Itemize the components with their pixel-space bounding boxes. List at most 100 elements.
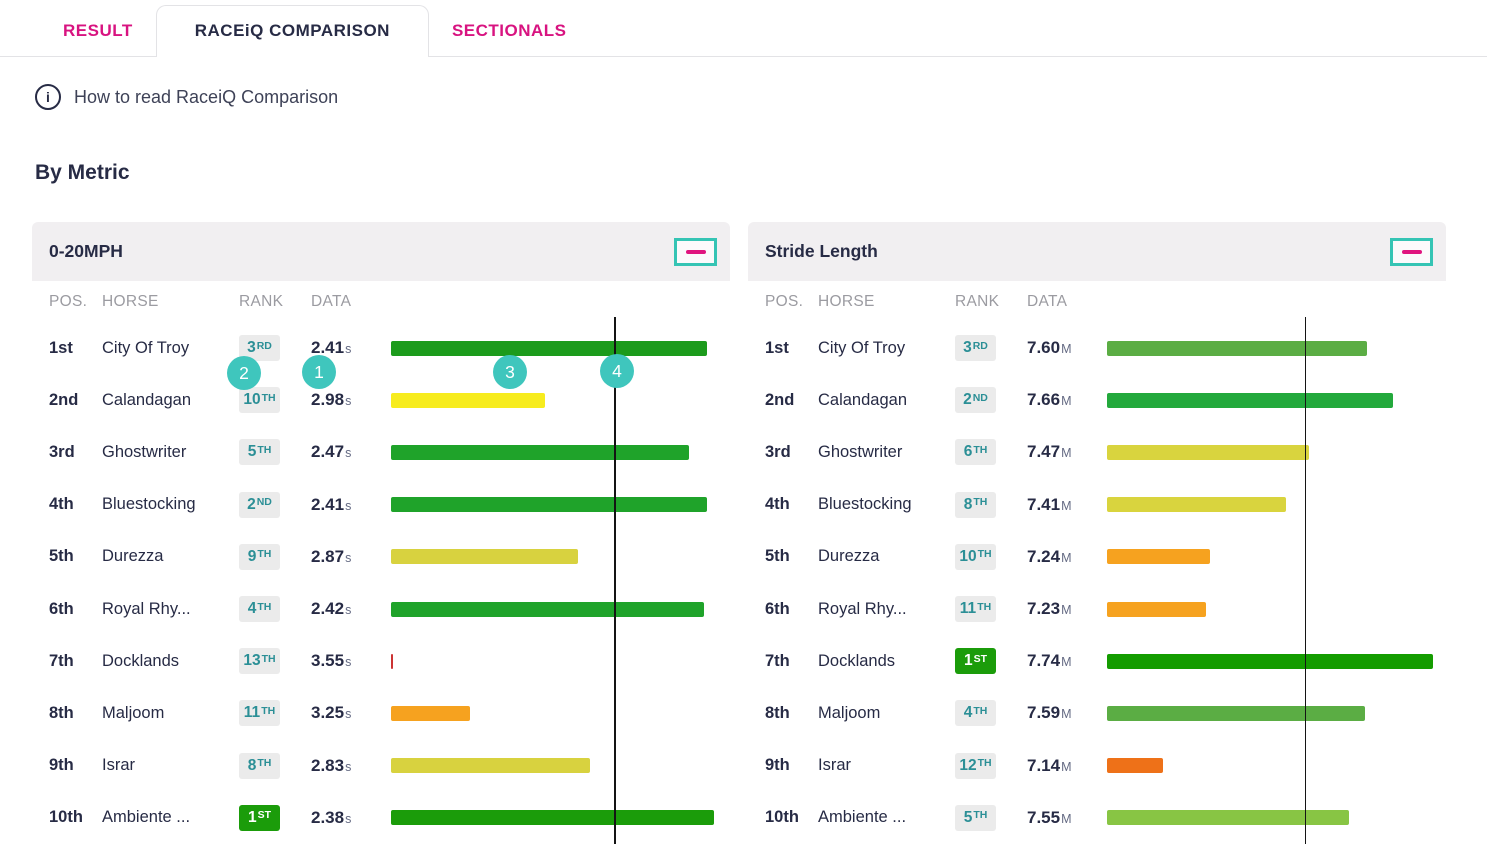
metric-bar xyxy=(1107,444,1309,460)
rank-badge: 13 TH xyxy=(239,648,280,675)
position-cell: 5th xyxy=(765,547,790,566)
metric-bar xyxy=(1107,392,1394,408)
bar-track xyxy=(1107,758,1438,774)
rank-badge: 8 TH xyxy=(955,491,996,518)
metric-bar xyxy=(391,444,689,460)
position-cell: 4th xyxy=(765,495,790,514)
metric-bar xyxy=(391,392,545,408)
position-cell: 7th xyxy=(49,651,74,670)
table-row: 7th Docklands 1 ST 7.74M xyxy=(748,635,1446,687)
horse-name-cell: Royal Rhy... xyxy=(818,599,907,618)
position-cell: 9th xyxy=(765,756,790,775)
table-row: 2nd Calandagan 10 TH 2.98s xyxy=(32,374,730,426)
position-cell: 4th xyxy=(49,495,74,514)
bar-track xyxy=(391,758,722,774)
tour-step-marker-2[interactable]: 2 xyxy=(227,356,261,390)
horse-name-cell: Docklands xyxy=(818,651,896,670)
data-cell: 2.38s xyxy=(311,807,352,827)
table-row: 9th Israr 8 TH 2.83s xyxy=(32,740,730,792)
bar-track xyxy=(391,601,722,617)
position-cell: 2nd xyxy=(49,390,79,409)
metric-bar xyxy=(391,497,708,513)
horse-name-cell: Bluestocking xyxy=(102,495,196,514)
column-header-pos: POS. xyxy=(49,292,88,310)
collapse-panel-button[interactable] xyxy=(674,237,717,266)
position-cell: 10th xyxy=(49,808,83,827)
metric-bar xyxy=(1107,340,1367,356)
bar-track xyxy=(1107,340,1438,356)
horse-name-cell: Maljoom xyxy=(818,703,881,722)
rank-badge: 11 TH xyxy=(239,700,280,727)
table-row: 5th Durezza 9 TH 2.87s xyxy=(32,531,730,583)
position-cell: 5th xyxy=(49,547,74,566)
panel-rows: 1st City Of Troy 3 RD 2.41s 2nd Calandaga… xyxy=(32,317,730,844)
position-cell: 10th xyxy=(765,808,799,827)
info-icon: i xyxy=(35,84,61,110)
data-cell: 7.41M xyxy=(1027,494,1072,514)
metric-bar xyxy=(1107,705,1366,721)
tab-result[interactable]: RESULT xyxy=(40,6,156,56)
metric-panels: 0-20MPH POS. HORSE RANK DATA 1st City Of… xyxy=(32,222,1446,844)
rank-badge: 11 TH xyxy=(955,596,996,623)
tab-raceiq-comparison[interactable]: RACEiQ COMPARISON xyxy=(155,5,429,57)
horse-name-cell: Bluestocking xyxy=(818,495,912,514)
metric-bar xyxy=(1107,810,1349,826)
table-row: 8th Maljoom 11 TH 3.25s xyxy=(32,687,730,739)
panel-title: Stride Length xyxy=(765,241,878,261)
rank-badge: 5 TH xyxy=(955,804,996,831)
panel-header: 0-20MPH xyxy=(32,222,730,281)
average-line xyxy=(1304,317,1307,844)
tour-step-marker-4[interactable]: 4 xyxy=(600,354,634,388)
rank-badge: 1 ST xyxy=(239,804,280,831)
rank-badge: 6 TH xyxy=(955,439,996,466)
data-cell: 3.55s xyxy=(311,651,352,671)
metric-bar xyxy=(391,705,471,721)
tour-step-marker-3[interactable]: 3 xyxy=(493,355,527,389)
data-cell: 7.66M xyxy=(1027,390,1072,410)
bar-track xyxy=(391,444,722,460)
horse-name-cell: Durezza xyxy=(818,547,880,566)
table-row: 3rd Ghostwriter 6 TH 7.47M xyxy=(748,426,1446,478)
metric-bar xyxy=(391,758,590,774)
table-row: 4th Bluestocking 8 TH 7.41M xyxy=(748,479,1446,531)
table-row: 10th Ambiente ... 5 TH 7.55M xyxy=(748,792,1446,844)
data-cell: 7.23M xyxy=(1027,599,1072,619)
bar-track xyxy=(1107,549,1438,565)
how-to-read-label: How to read RaceiQ Comparison xyxy=(74,86,339,107)
data-cell: 7.24M xyxy=(1027,546,1072,566)
horse-name-cell: Durezza xyxy=(102,547,164,566)
minus-icon xyxy=(1401,249,1422,254)
table-row: 4th Bluestocking 2 ND 2.41s xyxy=(32,479,730,531)
rank-badge: 1 ST xyxy=(955,648,996,675)
data-cell: 7.55M xyxy=(1027,807,1072,827)
horse-name-cell: City Of Troy xyxy=(818,338,906,357)
position-cell: 3rd xyxy=(765,442,791,461)
data-cell: 7.59M xyxy=(1027,703,1072,723)
collapse-panel-button[interactable] xyxy=(1390,237,1433,266)
bar-track xyxy=(391,392,722,408)
horse-name-cell: Calandagan xyxy=(102,390,191,409)
tab-label: RACEiQ COMPARISON xyxy=(194,21,390,40)
bar-track xyxy=(391,549,722,565)
metric-bar xyxy=(1107,549,1210,565)
table-row: 3rd Ghostwriter 5 TH 2.47s xyxy=(32,426,730,478)
metric-panel: 0-20MPH POS. HORSE RANK DATA 1st City Of… xyxy=(32,222,730,844)
rank-badge: 10 TH xyxy=(955,543,996,570)
column-header-rank: RANK xyxy=(955,292,1000,310)
tab-sectionals[interactable]: SECTIONALS xyxy=(429,6,590,56)
rank-badge: 4 TH xyxy=(955,700,996,727)
panel-header: Stride Length xyxy=(748,222,1446,281)
how-to-read-link[interactable]: i How to read RaceiQ Comparison xyxy=(35,84,338,110)
data-cell: 2.83s xyxy=(311,755,352,775)
horse-name-cell: Royal Rhy... xyxy=(102,599,191,618)
table-row: 2nd Calandagan 2 ND 7.66M xyxy=(748,374,1446,426)
horse-name-cell: Maljoom xyxy=(102,703,165,722)
horse-name-cell: Israr xyxy=(102,756,135,775)
table-row: 5th Durezza 10 TH 7.24M xyxy=(748,531,1446,583)
tour-step-marker-1[interactable]: 1 xyxy=(302,355,336,389)
metric-bar xyxy=(1107,758,1164,774)
section-title: By Metric xyxy=(35,161,130,184)
position-cell: 1st xyxy=(49,338,73,357)
rank-badge: 10 TH xyxy=(239,387,280,414)
